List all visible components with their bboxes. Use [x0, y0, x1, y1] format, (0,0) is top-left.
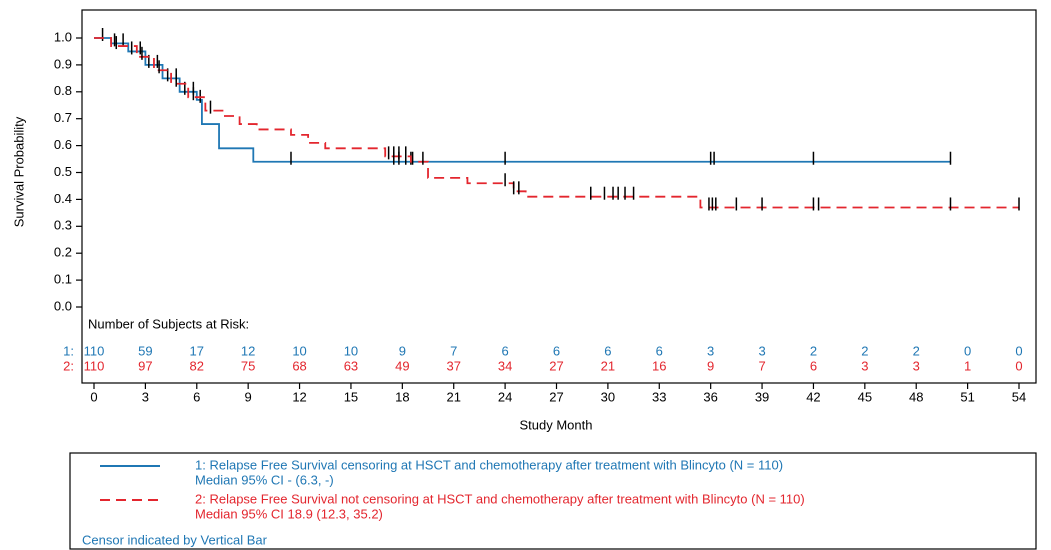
- risk-count: 6: [604, 343, 611, 358]
- x-tick-label: 54: [1012, 389, 1026, 404]
- legend-box: [69, 452, 1037, 550]
- x-tick-label: 33: [652, 389, 666, 404]
- risk-count: 9: [707, 358, 714, 373]
- risk-count: 3: [913, 358, 920, 373]
- risk-count: 3: [707, 343, 714, 358]
- risk-count: 49: [395, 358, 409, 373]
- x-tick-label: 27: [549, 389, 563, 404]
- risk-count: 6: [501, 343, 508, 358]
- x-tick-label: 15: [344, 389, 358, 404]
- y-axis-title: Survival Probability: [11, 116, 26, 227]
- risk-count: 0: [1015, 343, 1022, 358]
- x-tick-label: 9: [245, 389, 252, 404]
- risk-count: 27: [549, 358, 563, 373]
- risk-count: 37: [446, 358, 460, 373]
- y-tick-label: 0.0: [54, 298, 72, 313]
- risk-count: 12: [241, 343, 255, 358]
- risk-count: 59: [138, 343, 152, 358]
- y-tick-label: 0.7: [54, 110, 72, 125]
- risk-count: 6: [810, 358, 817, 373]
- y-tick-label: 0.9: [54, 56, 72, 71]
- y-tick-label: 0.6: [54, 137, 72, 152]
- x-tick-label: 42: [806, 389, 820, 404]
- x-tick-label: 30: [601, 389, 615, 404]
- legend-median: Median 95% CI 18.9 (12.3, 35.2): [195, 506, 383, 521]
- risk-count: 82: [190, 358, 204, 373]
- risk-count: 21: [601, 358, 615, 373]
- risk-count: 34: [498, 358, 512, 373]
- risk-count: 75: [241, 358, 255, 373]
- risk-count: 0: [964, 343, 971, 358]
- risk-count: 3: [758, 343, 765, 358]
- x-tick-label: 39: [755, 389, 769, 404]
- risk-count: 10: [292, 343, 306, 358]
- risk-count: 2: [861, 343, 868, 358]
- risk-count: 10: [344, 343, 358, 358]
- x-tick-label: 6: [193, 389, 200, 404]
- risk-count: 0: [1015, 358, 1022, 373]
- x-axis-title: Study Month: [520, 417, 593, 432]
- y-tick-label: 0.5: [54, 164, 72, 179]
- risk-count: 1: [964, 358, 971, 373]
- legend-entry: 1: Relapse Free Survival censoring at HS…: [195, 457, 783, 472]
- x-tick-label: 18: [395, 389, 409, 404]
- x-tick-label: 45: [858, 389, 872, 404]
- risk-count: 6: [656, 343, 663, 358]
- risk-count: 16: [652, 358, 666, 373]
- risk-count: 97: [138, 358, 152, 373]
- risk-count: 63: [344, 358, 358, 373]
- y-tick-label: 0.3: [54, 218, 72, 233]
- risk-count: 7: [450, 343, 457, 358]
- legend-note: Censor indicated by Vertical Bar: [82, 532, 268, 547]
- risk-count: 6: [553, 343, 560, 358]
- risk-row-label: 2:: [63, 358, 74, 373]
- legend-entry: 2: Relapse Free Survival not censoring a…: [195, 491, 805, 506]
- x-tick-label: 51: [960, 389, 974, 404]
- risk-count: 2: [913, 343, 920, 358]
- plot-frame: [81, 9, 1037, 384]
- risk-count: 17: [190, 343, 204, 358]
- y-tick-label: 0.1: [54, 272, 72, 287]
- risk-count: 110: [84, 343, 105, 358]
- y-tick-label: 0.4: [54, 191, 72, 206]
- survival-curve: [94, 37, 951, 163]
- risk-count: 7: [758, 358, 765, 373]
- y-tick-label: 0.8: [54, 83, 72, 98]
- survival-curve: [94, 37, 1019, 209]
- x-tick-label: 24: [498, 389, 512, 404]
- risk-count: 3: [861, 358, 868, 373]
- legend-median: Median 95% CI - (6.3, -): [195, 472, 334, 487]
- x-tick-label: 36: [703, 389, 717, 404]
- risk-count: 2: [810, 343, 817, 358]
- x-tick-label: 0: [90, 389, 97, 404]
- x-tick-label: 21: [446, 389, 460, 404]
- risk-count: 110: [84, 358, 105, 373]
- x-tick-label: 12: [292, 389, 306, 404]
- risk-count: 68: [292, 358, 306, 373]
- y-tick-label: 1.0: [54, 29, 72, 44]
- risk-row-label: 1:: [63, 343, 74, 358]
- x-tick-label: 3: [142, 389, 149, 404]
- risk-count: 9: [399, 343, 406, 358]
- risk-title: Number of Subjects at Risk:: [88, 316, 249, 331]
- x-tick-label: 48: [909, 389, 923, 404]
- y-tick-label: 0.2: [54, 245, 72, 260]
